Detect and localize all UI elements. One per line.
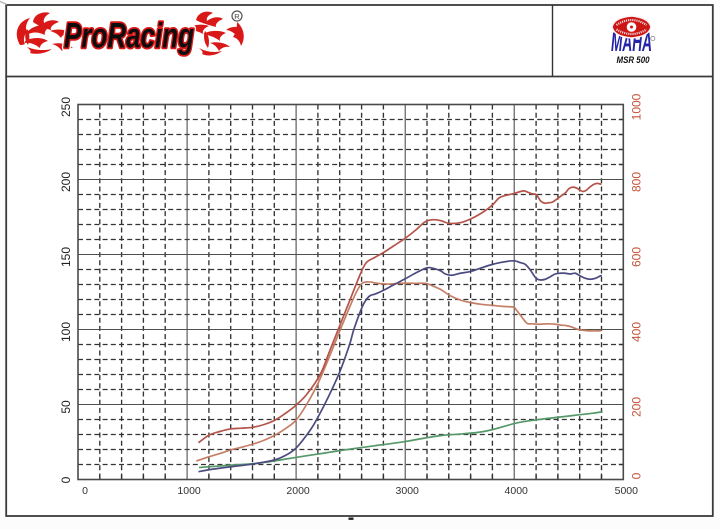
svg-text:4000: 4000 bbox=[505, 485, 529, 497]
svg-text:3000: 3000 bbox=[396, 485, 420, 497]
svg-text:ProRacing: ProRacing bbox=[64, 17, 194, 56]
svg-text:400: 400 bbox=[630, 322, 644, 342]
svg-text:2000: 2000 bbox=[286, 485, 310, 497]
svg-text:100: 100 bbox=[59, 322, 73, 342]
svg-text:250: 250 bbox=[59, 97, 73, 117]
svg-text:1000: 1000 bbox=[177, 485, 201, 497]
svg-text:50: 50 bbox=[59, 400, 73, 414]
svg-text:200: 200 bbox=[59, 172, 73, 192]
svg-text:600: 600 bbox=[630, 247, 644, 267]
svg-text:1000: 1000 bbox=[630, 93, 644, 120]
svg-text:0: 0 bbox=[59, 476, 73, 483]
svg-text:R: R bbox=[234, 12, 240, 21]
svg-text:ProRacing: ProRacing bbox=[64, 17, 194, 56]
svg-text:0: 0 bbox=[630, 472, 644, 479]
svg-text:0: 0 bbox=[82, 485, 88, 497]
svg-text:5000: 5000 bbox=[615, 485, 639, 497]
svg-text:ProRacing: ProRacing bbox=[64, 17, 194, 56]
svg-text:MSR 500: MSR 500 bbox=[617, 55, 651, 66]
svg-text:150: 150 bbox=[59, 247, 73, 267]
svg-text:800: 800 bbox=[630, 172, 644, 192]
svg-text:200: 200 bbox=[630, 397, 644, 417]
